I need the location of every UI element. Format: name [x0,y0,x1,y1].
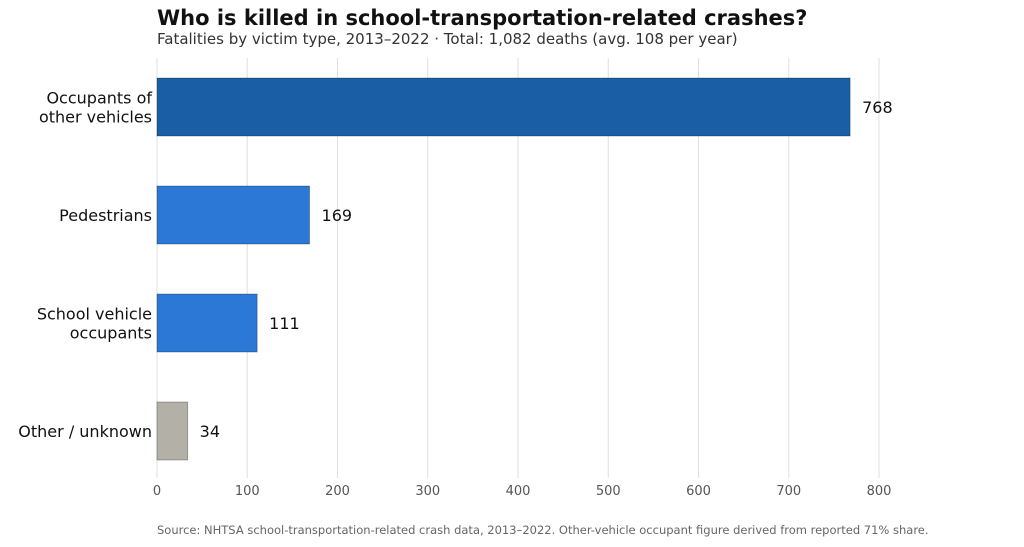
value-label: 34 [200,422,220,441]
category-label-line: other vehicles [39,108,152,127]
x-axis-ticks: 0 100 200 300 400 500 600 700 800 [153,484,892,499]
value-label: 768 [862,98,893,117]
x-tick-label: 100 [235,484,260,499]
x-tick-label: 700 [776,484,801,499]
category-label-line: School vehicle [37,305,152,324]
chart-title: Who is killed in school-transportation-r… [157,6,808,30]
x-tick-label: 0 [153,484,161,499]
x-tick-label: 200 [325,484,350,499]
bars [156,77,851,461]
category-label: Occupants of other vehicles [39,89,152,127]
value-label: 169 [322,206,353,225]
bar [156,401,189,461]
category-label-line: Pedestrians [59,206,152,225]
source-note: Source: NHTSA school-transportation-rela… [157,523,929,537]
bar [156,185,310,245]
category-label-line: occupants [70,324,152,343]
bar [156,293,258,353]
x-tick-label: 300 [415,484,440,499]
x-tick-label: 500 [596,484,621,499]
category-label: School vehicle occupants [37,305,152,343]
x-tick-label: 400 [506,484,531,499]
value-labels: 768 169 111 34 [200,98,893,441]
category-label: Other / unknown [18,422,152,441]
x-tick-label: 600 [686,484,711,499]
bar [156,77,851,137]
category-label-line: Occupants of [46,89,152,108]
category-labels: Occupants of other vehicles Pedestrians Sch… [18,89,152,442]
category-label-line: Other / unknown [18,422,152,441]
category-label: Pedestrians [59,206,152,225]
value-label: 111 [269,314,300,333]
x-tick-label: 800 [867,484,892,499]
chart-subtitle: Fatalities by victim type, 2013–2022 · T… [157,30,738,48]
